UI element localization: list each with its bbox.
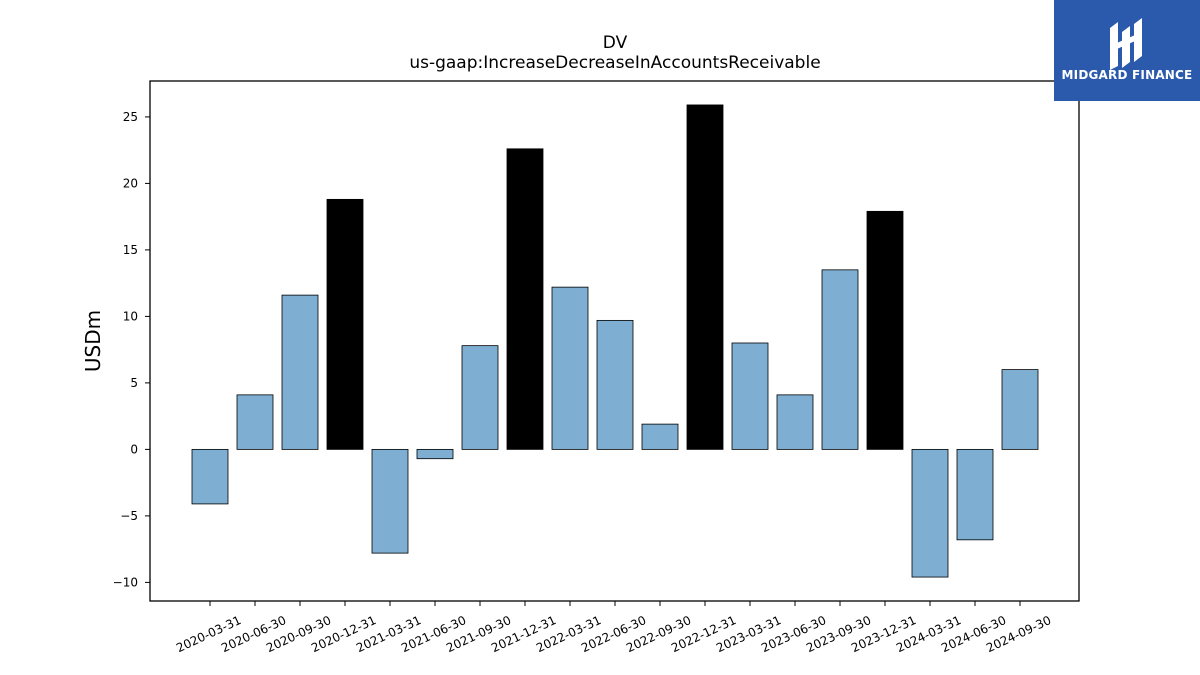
bar-2023-12-31 [866, 210, 904, 450]
bar-2024-06-30 [956, 448, 994, 541]
y-axis: −10 −5 0 5 10 15 20 25 [113, 110, 150, 589]
bar-2020-12-31 [326, 198, 364, 450]
logo-mark-icon [1110, 18, 1142, 70]
bar-2024-09-30 [1001, 369, 1039, 450]
y-tick-label: 25 [123, 110, 138, 124]
bar-2020-06-30 [236, 394, 274, 450]
plot-frame [149, 80, 1080, 602]
bar-2021-06-30 [416, 448, 454, 460]
bar-2022-12-31 [686, 104, 724, 450]
chart-title: DV [603, 33, 628, 53]
bar-2022-03-31 [551, 286, 589, 450]
logo-text: MIDGARD FINANCE [1061, 68, 1193, 82]
bars-group [191, 104, 1039, 578]
bar-2021-12-31 [506, 148, 544, 450]
y-tick-label: −10 [113, 575, 138, 589]
bar-2022-09-30 [641, 423, 679, 450]
bar-2022-06-30 [596, 319, 634, 450]
y-tick-label: 20 [123, 176, 138, 190]
y-tick-label: 5 [130, 376, 138, 390]
bar-2021-03-31 [371, 448, 409, 554]
y-tick-label: 15 [123, 243, 138, 257]
chart-subtitle: us-gaap:IncreaseDecreaseInAccountsReceiv… [409, 53, 820, 73]
bar-2023-03-31 [731, 342, 769, 450]
bar-2023-06-30 [776, 394, 814, 450]
bar-2020-03-31 [191, 448, 229, 505]
bar-2021-09-30 [461, 345, 499, 450]
y-tick-label: 0 [130, 442, 138, 456]
y-tick-label: −5 [120, 509, 138, 523]
bar-2023-09-30 [821, 269, 859, 450]
y-axis-label: USDm [81, 310, 105, 372]
bar-2020-09-30 [281, 294, 319, 450]
brand-logo: MIDGARD FINANCE [1054, 0, 1200, 101]
y-tick-label: 10 [123, 309, 138, 323]
x-axis: 2020-03-312020-06-302020-09-302020-12-31… [174, 601, 1053, 655]
bar-2024-03-31 [911, 448, 949, 578]
